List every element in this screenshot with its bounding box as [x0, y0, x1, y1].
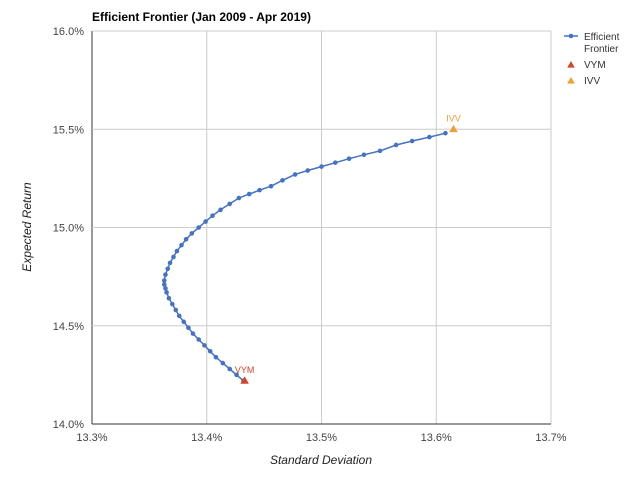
frontier-point [189, 231, 195, 236]
frontier-point [179, 242, 184, 248]
frontier-point [377, 148, 383, 154]
frontier-point [161, 282, 167, 287]
frontier-point [443, 130, 448, 136]
frontier-point [409, 138, 415, 144]
frontier-point [176, 313, 182, 319]
x-tick-label: 13.4% [191, 432, 222, 444]
frontier-point [257, 187, 262, 193]
legend-frontier-point [568, 33, 574, 39]
vym-point-label: VYM [235, 365, 255, 375]
frontier-point [163, 286, 168, 291]
frontier-point [220, 360, 226, 366]
frontier-point [163, 272, 168, 277]
frontier-point [161, 278, 167, 283]
point-labels: VYM IVV [235, 113, 461, 375]
x-tick-label: 13.3% [76, 432, 107, 444]
frontier-point [268, 183, 274, 189]
legend-vym-label: VYM [584, 60, 606, 71]
legend-label-line: VYM [584, 60, 606, 71]
frontier-point [346, 156, 352, 162]
frontier-point [167, 260, 173, 266]
frontier-point [171, 254, 176, 260]
frontier-point [427, 134, 432, 140]
frontier-point [361, 152, 367, 158]
x-tick-label: 13.6% [421, 432, 452, 444]
frontier-point [190, 331, 196, 336]
frontier-point [196, 225, 202, 230]
frontier-point [173, 307, 179, 313]
ivv-point-label: IVV [446, 113, 461, 123]
gridlines [91, 30, 552, 425]
frontier-point [207, 348, 213, 354]
frontier-point [196, 337, 202, 342]
y-tick-label: 14.0% [53, 419, 84, 431]
frontier-point [227, 366, 232, 372]
frontier-point [166, 295, 172, 301]
frontier-point [234, 372, 239, 378]
legend-label-line: Efficient [584, 32, 620, 43]
frontier-point [319, 164, 324, 169]
x-tick-label: 13.5% [306, 432, 337, 444]
frontier-point [393, 142, 399, 148]
frontier-point [213, 354, 219, 360]
y-tick-label: 16.0% [53, 26, 84, 38]
frontier-point [202, 343, 207, 348]
legend: Efficient Frontier VYM IVV [564, 32, 620, 87]
y-tick-label: 15.0% [53, 223, 84, 235]
frontier-point [227, 201, 232, 207]
x-tick-label: 13.7% [535, 432, 566, 444]
legend-efficient-frontier-label: Efficient Frontier [584, 32, 620, 55]
y-axis-ticks: 14.0% 14.5% 15.0% 15.5% 16.0% [53, 26, 84, 431]
frontier-point [292, 172, 298, 177]
frontier-point [183, 236, 189, 242]
x-axis-label: Standard Deviation [270, 453, 372, 467]
y-axis-label: Expected Return [20, 182, 34, 272]
vym-marker [240, 376, 249, 384]
series-points [161, 124, 458, 384]
frontier-point [305, 168, 311, 173]
legend-ivv-label: IVV [584, 76, 600, 87]
frontier-point [181, 319, 187, 325]
x-axis-ticks: 13.3% 13.4% 13.5% 13.6% 13.7% [76, 432, 566, 444]
frontier-point [210, 213, 215, 219]
legend-label-line: IVV [584, 76, 600, 87]
chart-title: Efficient Frontier (Jan 2009 - Apr 2019) [92, 10, 311, 24]
legend-vym-marker [567, 61, 575, 68]
frontier-point [280, 178, 285, 183]
frontier-point [174, 248, 180, 254]
ivv-marker [449, 124, 458, 133]
frontier-point [332, 160, 338, 165]
frontier-point [203, 219, 208, 224]
frontier-point [164, 290, 169, 295]
frontier-point [170, 301, 175, 307]
frontier-point [236, 195, 242, 201]
frontier-point [165, 266, 171, 272]
frontier-point [246, 191, 252, 197]
legend-label-line: Frontier [584, 44, 619, 55]
y-tick-label: 14.5% [53, 321, 84, 333]
frontier-point [186, 325, 191, 331]
legend-ivv-marker [567, 77, 575, 84]
frontier-point [218, 207, 223, 213]
y-tick-label: 15.5% [53, 124, 84, 136]
